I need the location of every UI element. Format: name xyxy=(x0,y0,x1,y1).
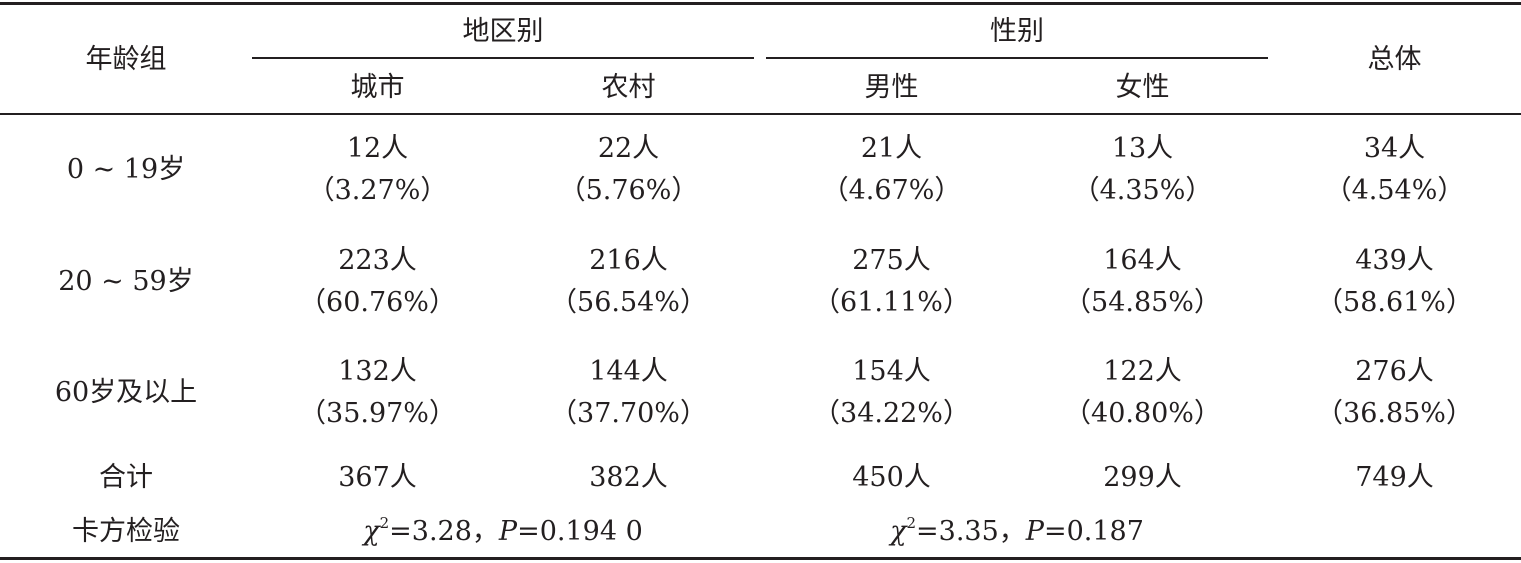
table-cell: 367人 xyxy=(338,462,417,493)
header-region: 地区别 xyxy=(462,16,544,47)
total-row-label: 合计 xyxy=(99,462,153,493)
table-cell: 275人 （61.11%） xyxy=(813,245,970,318)
row-label: 0 ~ 19岁 xyxy=(66,154,186,185)
header-gender: 性别 xyxy=(990,16,1044,47)
table-cell: 22人 （5.76%） xyxy=(558,133,699,206)
table-cell: 299人 xyxy=(1103,462,1182,493)
table-cell: 154人 （34.22%） xyxy=(813,356,970,429)
row-label: 60岁及以上 xyxy=(54,377,198,408)
table-cell: 749人 xyxy=(1355,462,1434,493)
header-male: 男性 xyxy=(864,72,919,103)
chi-square-gender: χ2=3.35，P=0.187 xyxy=(890,514,1144,548)
header-age-group: 年龄组 xyxy=(85,44,167,75)
header-rural: 农村 xyxy=(601,72,656,103)
table-cell: 21人 （4.67%） xyxy=(821,133,962,206)
table-cell: 439人 （58.61%） xyxy=(1316,245,1473,318)
header-bottom-rule xyxy=(0,113,1521,115)
table-cell: 450人 xyxy=(852,462,931,493)
table-cell: 132人 （35.97%） xyxy=(299,356,456,429)
header-total: 总体 xyxy=(1367,44,1422,75)
bottom-rule xyxy=(0,557,1521,560)
table-cell: 216人 （56.54%） xyxy=(550,245,707,318)
table-cell: 13人 （4.35%） xyxy=(1072,133,1213,206)
table-cell: 12人 （3.27%） xyxy=(307,133,448,206)
table-cell: 34人 （4.54%） xyxy=(1324,133,1465,206)
table-cell: 122人 （40.80%） xyxy=(1064,356,1221,429)
header-female: 女性 xyxy=(1115,72,1170,103)
table-cell: 223人 （60.76%） xyxy=(299,245,456,318)
gender-group-rule xyxy=(766,57,1268,59)
chi-square-region: χ2=3.28，P=0.194 0 xyxy=(363,514,643,548)
top-rule xyxy=(0,2,1521,5)
table-cell: 382人 xyxy=(589,462,668,493)
chi-row-label: 卡方检验 xyxy=(72,516,180,547)
table-cell: 144人 （37.70%） xyxy=(550,356,707,429)
region-group-rule xyxy=(252,57,754,59)
table-cell: 276人 （36.85%） xyxy=(1316,356,1473,429)
table-cell: 164人 （54.85%） xyxy=(1064,245,1221,318)
row-label: 20 ~ 59岁 xyxy=(58,266,194,297)
header-city: 城市 xyxy=(350,72,405,103)
